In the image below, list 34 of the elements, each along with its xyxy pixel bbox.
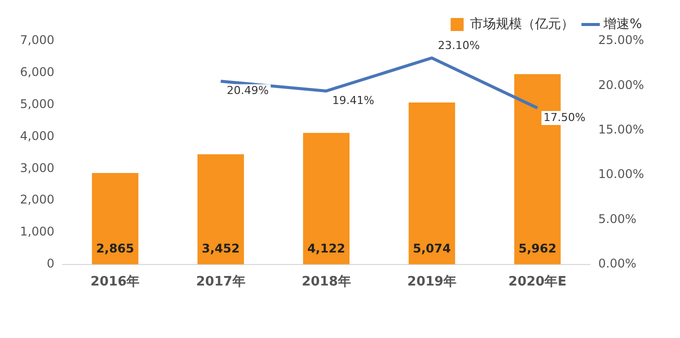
legend-label: 增速% <box>602 16 642 32</box>
x-tick-label: 2019年 <box>407 274 456 290</box>
x-tick-label: 2018年 <box>302 274 351 290</box>
y2-tick-label: 5.00% <box>598 212 636 226</box>
y-tick-label: 4,000 <box>20 128 54 143</box>
y-tick-label: 0 <box>46 256 54 271</box>
data-label: 17.50% <box>543 110 586 124</box>
x-tick-label: 2016年 <box>90 274 140 290</box>
y-tick-label: 5,000 <box>20 96 54 111</box>
data-label: 2,865 <box>96 242 134 256</box>
y2-tick-label: 15.00% <box>598 122 644 136</box>
data-label: 3,452 <box>202 242 240 256</box>
y2-tick-label: 25.00% <box>598 33 644 48</box>
y-tick-label: 1,000 <box>20 224 54 239</box>
y-tick-label: 7,000 <box>20 33 54 48</box>
y-tick-label: 2,000 <box>20 192 54 207</box>
x-tick-label: 2017年 <box>196 274 246 290</box>
y-tick-label: 6,000 <box>20 65 54 80</box>
bar <box>408 102 456 264</box>
data-label: 19.41% <box>332 94 374 107</box>
data-label: 5,962 <box>518 242 556 256</box>
bar <box>197 154 244 264</box>
data-label: 23.10% <box>438 38 480 52</box>
data-label: 5,074 <box>412 242 451 256</box>
bar <box>303 132 350 264</box>
data-label: 4,122 <box>307 242 346 256</box>
data-label: 20.49% <box>226 84 269 98</box>
y2-tick-label: 10.00% <box>598 167 644 182</box>
y2-tick-label: 0.00% <box>598 256 636 271</box>
bar <box>92 172 138 264</box>
y2-tick-label: 20.00% <box>598 78 644 92</box>
legend-label: 市场规模（亿元） <box>470 16 574 32</box>
y-tick-label: 3,000 <box>20 160 54 175</box>
x-tick-label: 2020年E <box>508 274 566 290</box>
